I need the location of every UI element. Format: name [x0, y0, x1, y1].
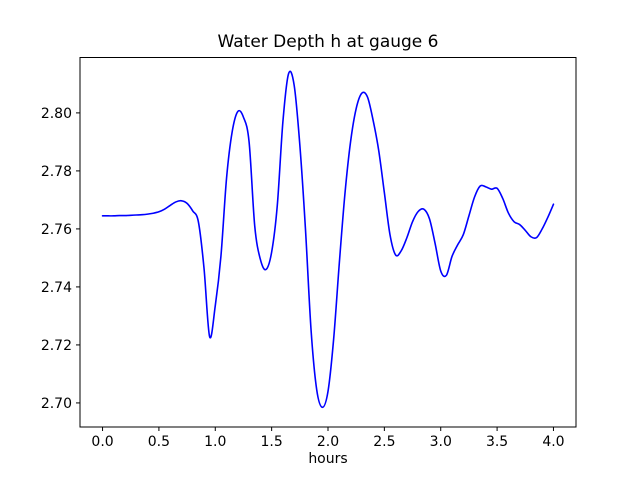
chart-title: Water Depth h at gauge 6	[217, 32, 439, 52]
y-tick-label: 2.80	[41, 106, 72, 122]
plot-area-spines	[79, 57, 577, 428]
x-tick-label: 2.5	[373, 434, 395, 450]
x-tick-label: 2.0	[317, 434, 339, 450]
y-tick-label: 2.76	[41, 222, 72, 238]
y-tick-label: 2.70	[41, 396, 72, 412]
depth-series-line	[101, 70, 555, 409]
x-tick-label: 0.5	[148, 434, 170, 450]
y-tick-label: 2.74	[41, 280, 72, 296]
y-tick-label: 2.72	[41, 338, 72, 354]
y-tick-label: 2.78	[41, 164, 72, 180]
x-tick-label: 3.5	[486, 434, 508, 450]
x-tick-label: 4.0	[542, 434, 564, 450]
x-axis-label: hours	[308, 451, 348, 467]
x-tick-label: 0.0	[91, 434, 113, 450]
x-tick-label: 3.0	[430, 434, 452, 450]
x-tick-label: 1.5	[261, 434, 283, 450]
x-tick-label: 1.0	[204, 434, 226, 450]
